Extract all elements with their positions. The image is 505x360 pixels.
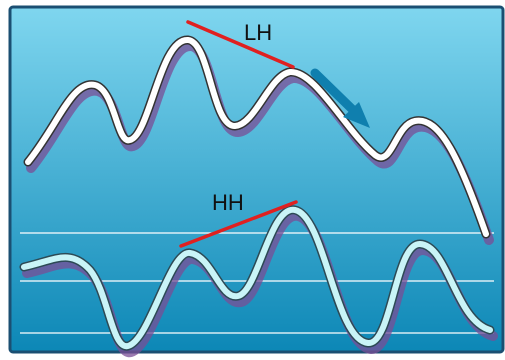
trend-arrow-shaft bbox=[310, 68, 358, 115]
trend-arrow-head bbox=[343, 102, 370, 128]
upper-divergence-line bbox=[186, 20, 295, 69]
oscillator-curve bbox=[21, 206, 493, 349]
lower-divergence-label: HH bbox=[212, 190, 244, 215]
arrow-down-right-icon bbox=[310, 68, 370, 128]
price-curve bbox=[25, 37, 489, 237]
upper-divergence-label: LH bbox=[244, 20, 272, 45]
chart-panel bbox=[8, 5, 505, 354]
lower-divergence-line bbox=[179, 200, 298, 248]
